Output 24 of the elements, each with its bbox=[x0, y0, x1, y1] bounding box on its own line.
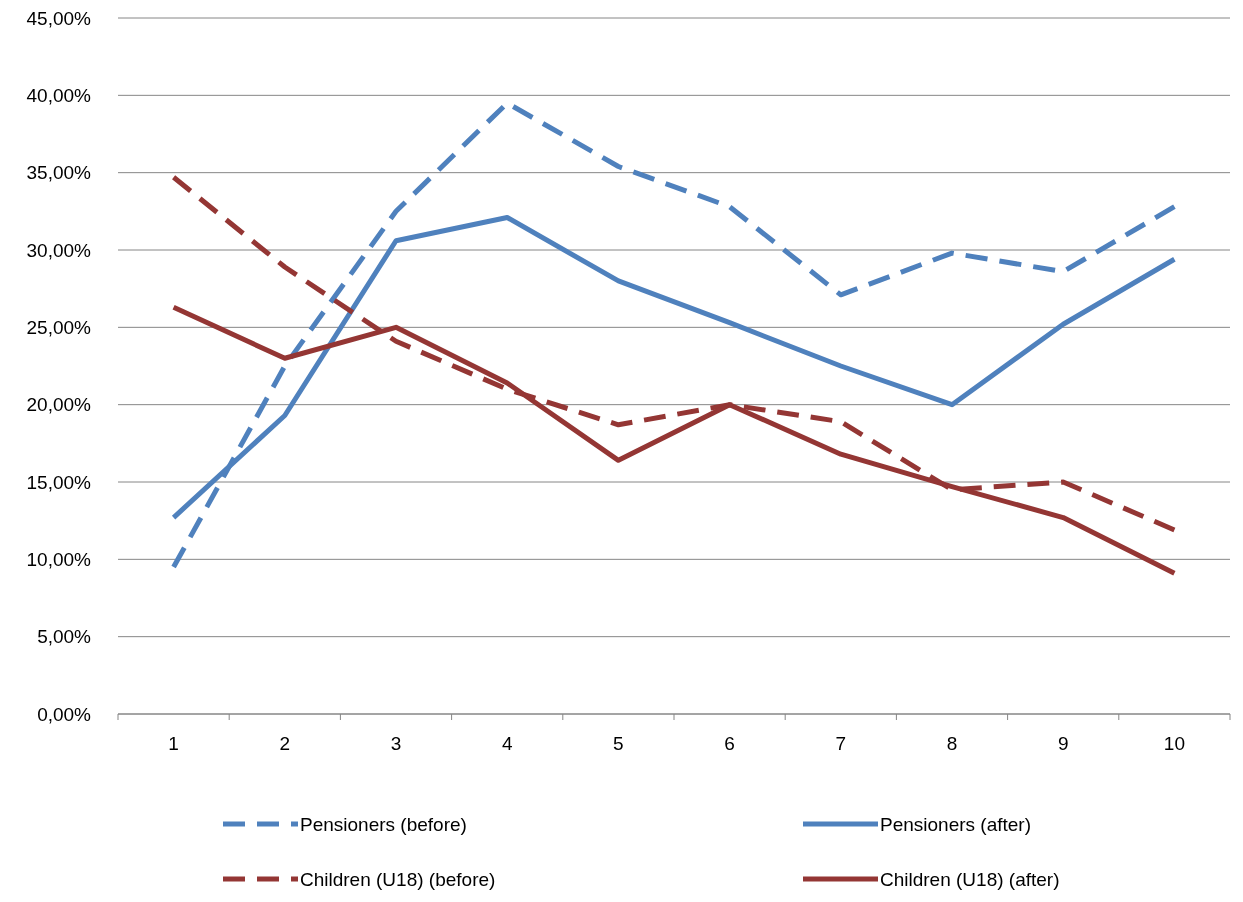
y-tick-label: 15,00% bbox=[26, 471, 92, 493]
y-tick-label: 35,00% bbox=[26, 162, 92, 184]
x-tick-label: 1 bbox=[168, 733, 179, 754]
y-tick-label: 0,00% bbox=[37, 703, 92, 725]
y-tick-label: 10,00% bbox=[26, 548, 92, 570]
y-tick-label: 20,00% bbox=[26, 394, 92, 416]
y-tick-label: 45,00% bbox=[26, 7, 92, 29]
y-tick-label: 40,00% bbox=[26, 84, 92, 106]
x-tick-label: 7 bbox=[835, 733, 847, 754]
x-tick-label: 10 bbox=[1163, 733, 1185, 754]
y-tick-label: 25,00% bbox=[26, 316, 92, 338]
x-tick-label: 2 bbox=[279, 733, 291, 754]
legend-label: Pensioners (after) bbox=[880, 813, 1032, 835]
x-tick-label: 8 bbox=[946, 733, 958, 754]
x-tick-label: 4 bbox=[501, 733, 513, 754]
y-tick-label: 5,00% bbox=[37, 626, 92, 648]
legend-label: Pensioners (before) bbox=[300, 813, 467, 835]
x-tick-label: 9 bbox=[1057, 733, 1069, 754]
y-tick-label: 30,00% bbox=[26, 239, 92, 261]
x-tick-label: 3 bbox=[390, 733, 402, 754]
legend-label: Children (U18) (after) bbox=[880, 868, 1060, 890]
x-tick-label: 5 bbox=[613, 733, 624, 754]
x-tick-label: 6 bbox=[724, 733, 735, 754]
legend-label: Children (U18) (before) bbox=[300, 868, 496, 890]
